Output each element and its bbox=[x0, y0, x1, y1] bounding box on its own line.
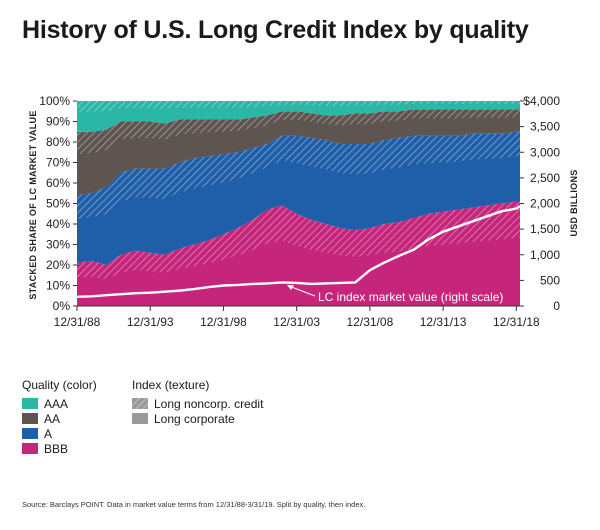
hatch-aa bbox=[77, 109, 520, 154]
legend-label-noncorp: Long noncorp. credit bbox=[154, 396, 264, 411]
y-tick-label: 50% bbox=[46, 197, 70, 211]
axes-layer: 0% 10% 20% 30% 40% 50% 60% 70% 80% 90% 100% 0 500 1,0… bbox=[39, 94, 560, 329]
y-tick-label: 90% bbox=[46, 115, 70, 129]
y-tick-label: 0% bbox=[53, 299, 71, 313]
x-tick-label: 12/31/98 bbox=[200, 315, 247, 329]
y-tick-label: 10% bbox=[46, 279, 70, 293]
legend-item-aaa: AAA bbox=[22, 396, 97, 411]
legend-label-aaa: AAA bbox=[44, 396, 69, 411]
legend-swatch-aaa bbox=[22, 398, 38, 409]
legend-item-aa: AA bbox=[22, 411, 97, 426]
y2-tick-label: 500 bbox=[540, 273, 560, 287]
y2-tick-label: 1,000 bbox=[530, 248, 560, 262]
y-tick-label: 80% bbox=[46, 135, 70, 149]
area-aaa bbox=[77, 101, 520, 132]
x-tick-label: 12/31/08 bbox=[347, 315, 394, 329]
y2-tick-label: 3,500 bbox=[530, 120, 560, 134]
quality-legend: Quality (color) AAA AA A BBB bbox=[22, 378, 97, 456]
market-value-line bbox=[76, 205, 521, 298]
legend-label-bbb: BBB bbox=[44, 441, 69, 456]
legend-label-a: A bbox=[44, 426, 53, 441]
x-tick-label: 12/31/93 bbox=[127, 315, 174, 329]
legend-item-a: A bbox=[22, 426, 97, 441]
y-tick-label: 40% bbox=[46, 217, 70, 231]
annotation-arrow bbox=[288, 285, 316, 297]
legend-label-aa: AA bbox=[44, 411, 61, 426]
stacked-area-chart: LC index market value (right scale) 0% 10… bbox=[28, 94, 579, 329]
left-axis-title: STACKED SHARE OF LC MARKET VALUE bbox=[28, 110, 38, 299]
x-tick-label: 12/31/88 bbox=[54, 315, 101, 329]
legend-item-noncorp: Long noncorp. credit bbox=[132, 396, 263, 411]
annotation-arrow-head bbox=[287, 285, 294, 290]
right-axis-title: USD BILLIONS bbox=[569, 169, 579, 236]
hatch-texture-layer bbox=[77, 101, 520, 280]
legend-swatch-hatched bbox=[132, 398, 148, 409]
quality-legend-title: Quality (color) bbox=[22, 378, 97, 392]
x-tick-label: 12/31/18 bbox=[493, 315, 540, 329]
y-tick-label: 100% bbox=[39, 94, 70, 108]
index-legend: Index (texture) Long noncorp. credit Lon… bbox=[132, 378, 263, 426]
y2-tick-label: 2,500 bbox=[530, 171, 560, 185]
index-legend-title: Index (texture) bbox=[132, 378, 210, 392]
y-tick-label: 20% bbox=[46, 258, 70, 272]
y2-tick-label: 3,000 bbox=[530, 145, 560, 159]
y2-tick-label: 2,000 bbox=[530, 197, 560, 211]
y-tick-label: 60% bbox=[46, 176, 70, 190]
y-tick-label: 70% bbox=[46, 156, 70, 170]
value-line-layer: LC index market value (right scale) bbox=[76, 205, 521, 304]
legend-swatch-a bbox=[22, 428, 38, 439]
chart-title: History of U.S. Long Credit Index by qua… bbox=[22, 16, 529, 44]
hatch-bbb bbox=[77, 201, 520, 280]
x-tick-label: 12/31/03 bbox=[273, 315, 320, 329]
legend-label-corporate: Long corporate bbox=[154, 411, 235, 426]
line-annotation: LC index market value (right scale) bbox=[318, 290, 503, 304]
legend-item-bbb: BBB bbox=[22, 441, 97, 456]
y2-tick-label: 0 bbox=[553, 299, 560, 313]
legend-item-corporate: Long corporate bbox=[132, 411, 263, 426]
source-note: Source: Barclays POINT. Data in market v… bbox=[22, 500, 366, 509]
x-tick-label: 12/31/13 bbox=[420, 315, 467, 329]
y2-tick-label: 1,500 bbox=[530, 222, 560, 236]
y-tick-label: 30% bbox=[46, 238, 70, 252]
hatch-aaa bbox=[77, 101, 520, 112]
legend-swatch-aa bbox=[22, 413, 38, 424]
legend-swatch-solid bbox=[132, 413, 148, 424]
y2-tick-label: $4,000 bbox=[523, 94, 560, 108]
legend-swatch-bbb bbox=[22, 443, 38, 454]
hatch-a bbox=[77, 131, 520, 219]
